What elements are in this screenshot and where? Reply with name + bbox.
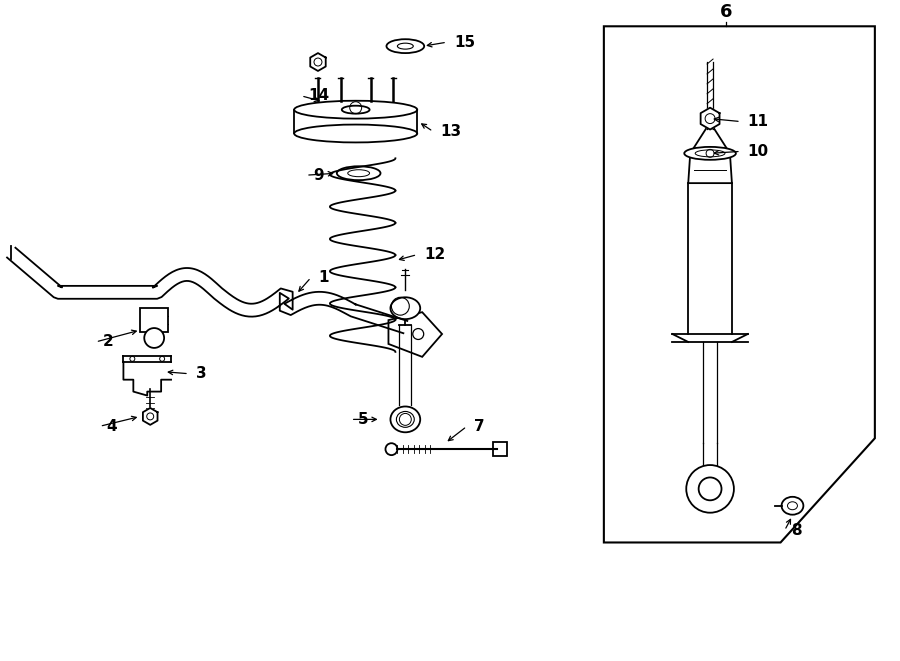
Ellipse shape (391, 407, 420, 432)
Text: 7: 7 (473, 419, 484, 434)
Text: 8: 8 (791, 523, 802, 538)
Ellipse shape (386, 39, 424, 53)
Polygon shape (143, 408, 157, 425)
Text: 10: 10 (748, 144, 769, 159)
Polygon shape (700, 108, 719, 130)
Ellipse shape (781, 497, 804, 515)
Text: 1: 1 (318, 270, 328, 285)
Text: 9: 9 (313, 168, 324, 182)
Text: 15: 15 (454, 34, 475, 50)
Polygon shape (389, 312, 442, 357)
Ellipse shape (294, 124, 418, 142)
Text: 12: 12 (424, 247, 446, 262)
Ellipse shape (342, 106, 370, 114)
Text: 13: 13 (440, 124, 461, 139)
Text: 14: 14 (308, 89, 329, 103)
Text: 6: 6 (720, 3, 733, 21)
Ellipse shape (337, 167, 381, 180)
Ellipse shape (684, 147, 736, 160)
Circle shape (385, 444, 398, 455)
Polygon shape (310, 53, 326, 71)
Circle shape (144, 328, 164, 348)
Text: 11: 11 (748, 114, 769, 129)
FancyBboxPatch shape (140, 308, 168, 332)
Text: 2: 2 (103, 334, 113, 350)
FancyBboxPatch shape (492, 442, 507, 456)
Text: 5: 5 (357, 412, 368, 427)
Text: 4: 4 (106, 419, 117, 434)
Text: 3: 3 (196, 366, 206, 381)
Ellipse shape (398, 43, 413, 49)
Ellipse shape (294, 100, 418, 118)
Ellipse shape (391, 297, 420, 319)
